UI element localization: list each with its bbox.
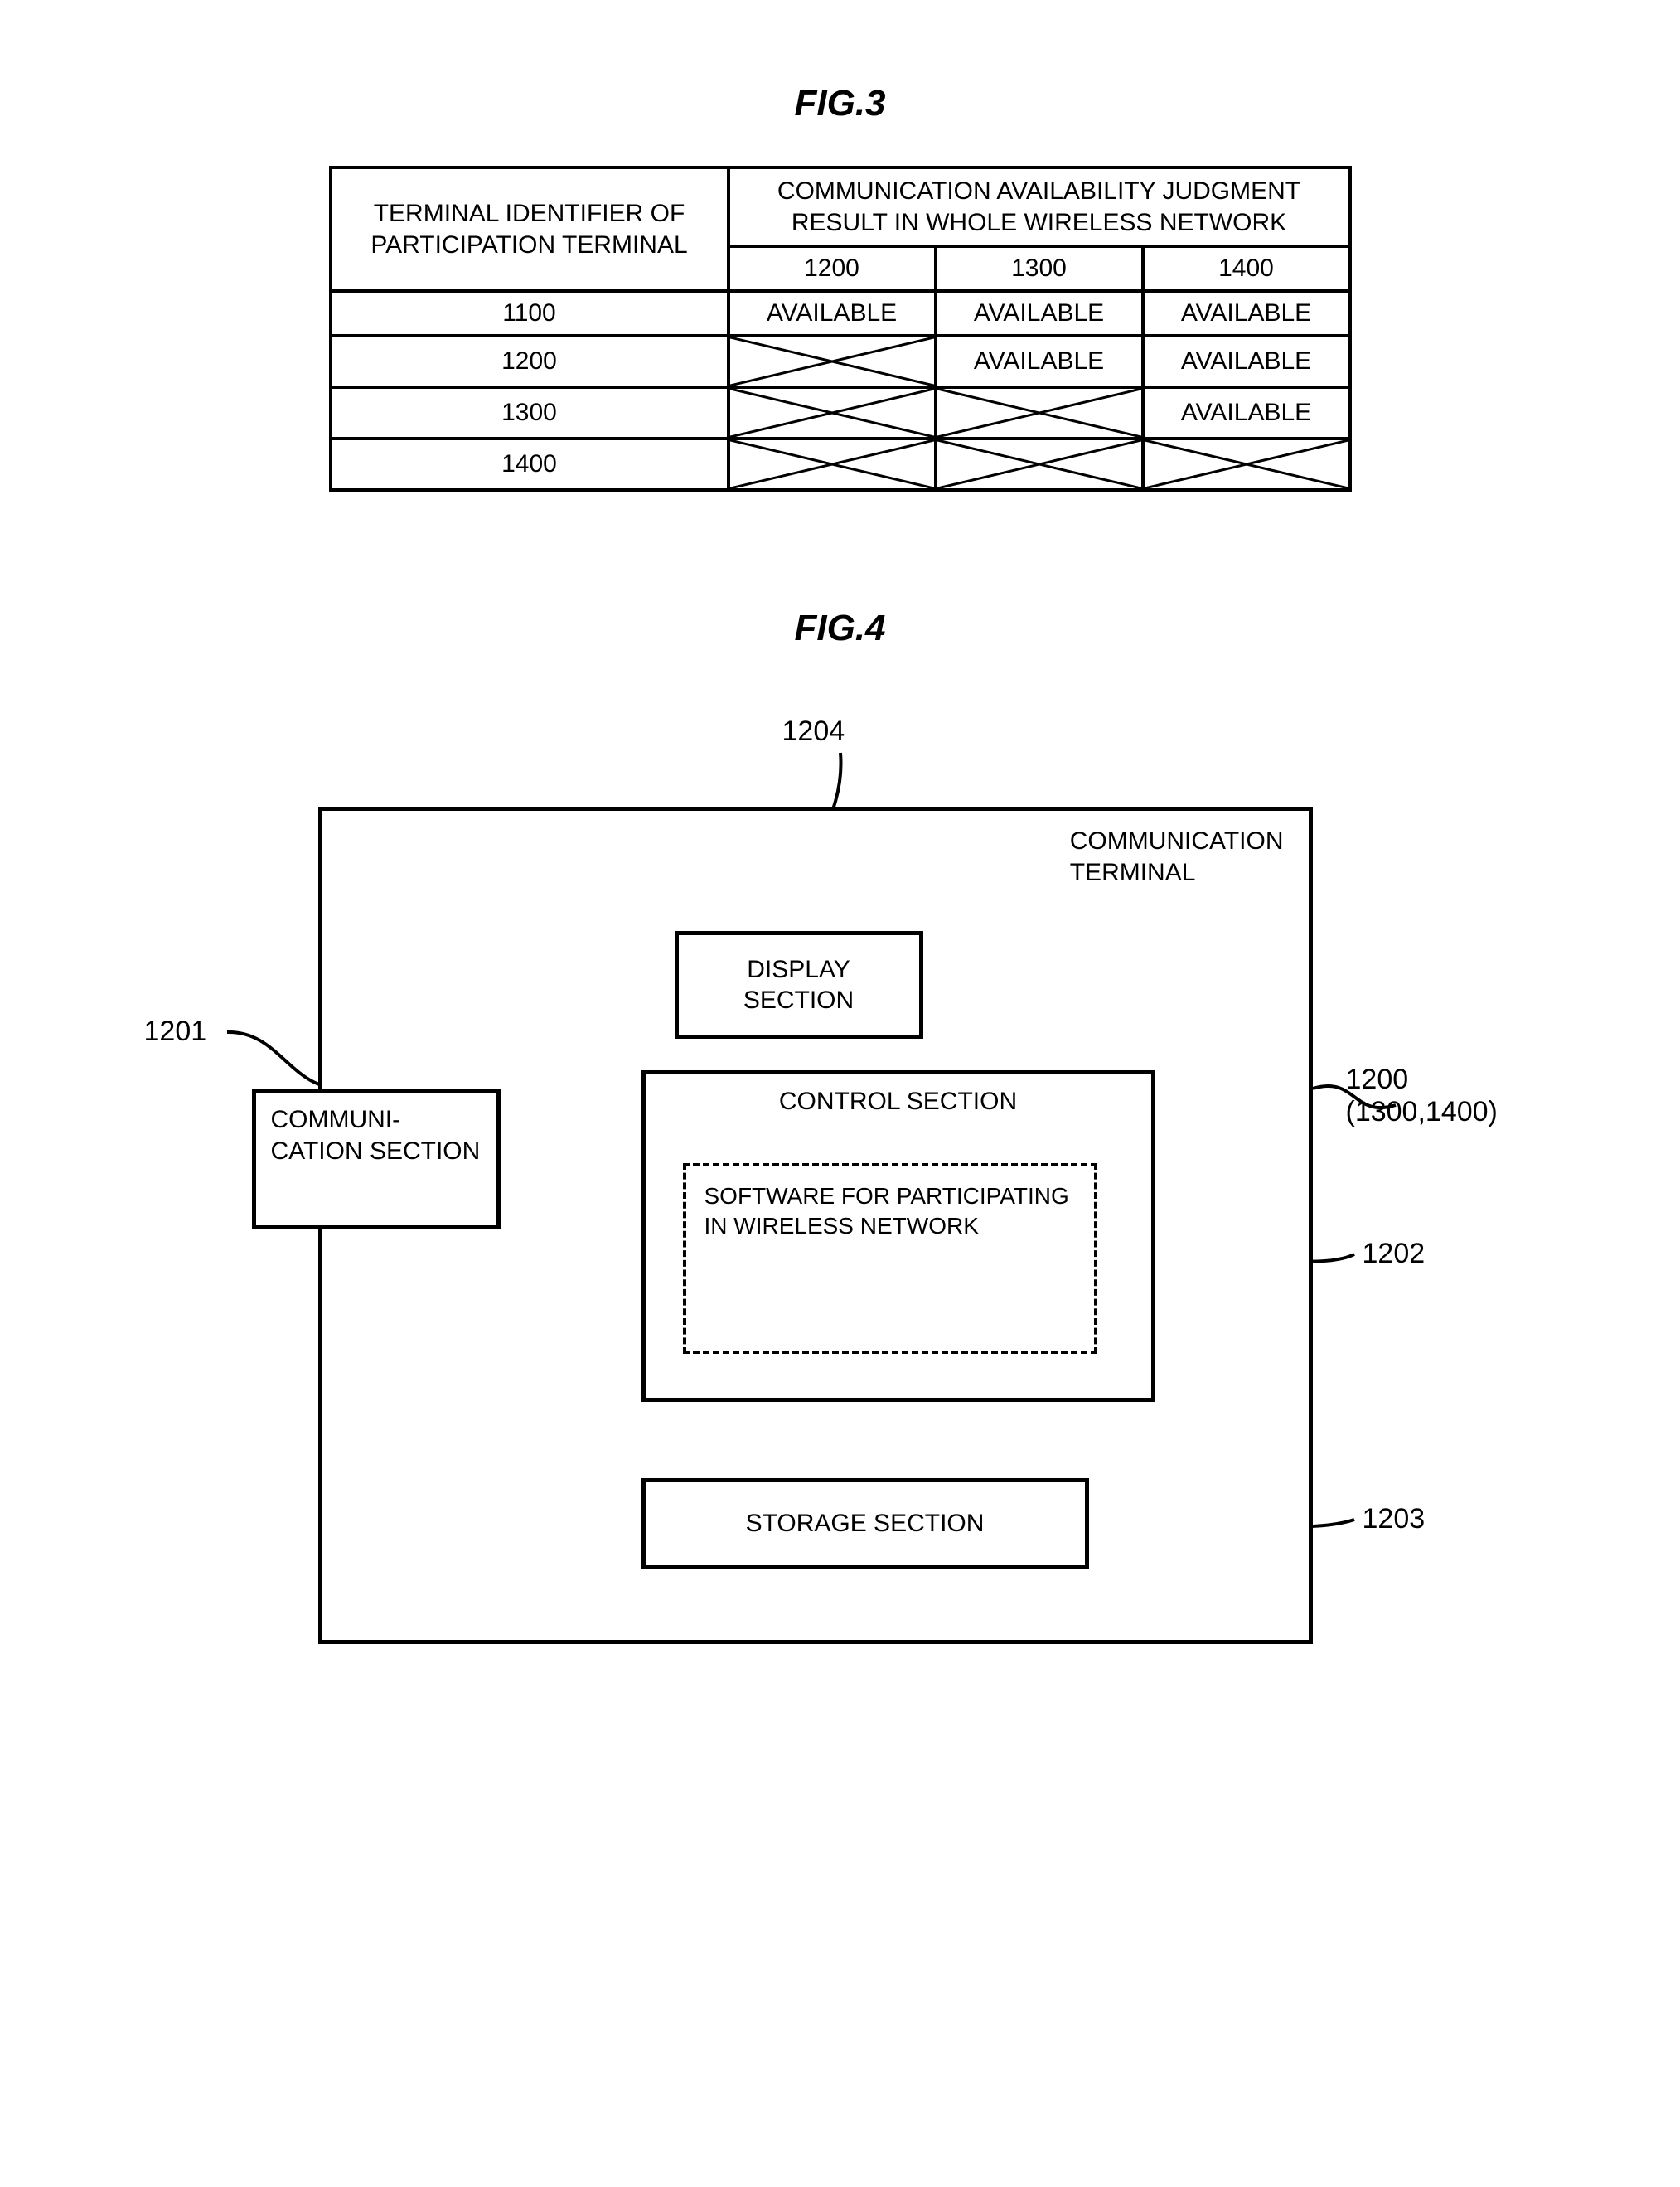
ref-1203: 1203 xyxy=(1363,1503,1426,1535)
table-row: 1300 AVAILABLE xyxy=(331,387,1350,439)
software-box: SOFTWARE FOR PARTICIPATING IN WIRELESS N… xyxy=(683,1163,1097,1354)
fig3-cell-x xyxy=(936,387,1143,439)
fig3-cell-value: AVAILABLE xyxy=(936,336,1143,387)
fig3-table-wrap: TERMINAL IDENTIFIER OF PARTICIPATION TER… xyxy=(33,166,1647,492)
communication-section-label: COMMUNI-CATION SECTION xyxy=(271,1104,481,1166)
fig4-stage: COMMUNICATIONTERMINAL DISPLAYSECTION COMMU… xyxy=(128,691,1553,1685)
storage-section-label: STORAGE SECTION xyxy=(746,1508,985,1540)
fig3-cell-x xyxy=(729,336,936,387)
fig4-title: FIG.4 xyxy=(33,608,1647,649)
ref-1202: 1202 xyxy=(1363,1238,1426,1270)
fig3-cell-value: AVAILABLE xyxy=(1143,291,1350,336)
fig3-row-header: TERMINAL IDENTIFIER OF PARTICIPATION TER… xyxy=(331,167,729,291)
table-row: 1200 AVAILABLEAVAILABLE xyxy=(331,336,1350,387)
ref-1204: 1204 xyxy=(782,715,845,748)
fig3-cell-value: AVAILABLE xyxy=(936,291,1143,336)
fig3-cell-x xyxy=(936,439,1143,490)
fig3-title: FIG.3 xyxy=(33,83,1647,124)
table-row: 1100AVAILABLEAVAILABLEAVAILABLE xyxy=(331,291,1350,336)
fig3-cell-x xyxy=(1143,439,1350,490)
fig3-cell-value: AVAILABLE xyxy=(729,291,936,336)
display-section-box: DISPLAYSECTION xyxy=(675,931,923,1039)
fig3-cell-value: AVAILABLE xyxy=(1143,387,1350,439)
table-row: 1400 xyxy=(331,439,1350,490)
fig3-subcol: 1400 xyxy=(1143,246,1350,291)
fig3-subcol: 1300 xyxy=(936,246,1143,291)
fig3-cell-x xyxy=(729,439,936,490)
fig3-cell-x xyxy=(729,387,936,439)
fig3-group-header: COMMUNICATION AVAILABILITY JUDGMENT RESU… xyxy=(729,167,1350,246)
fig3-row-id: 1100 xyxy=(331,291,729,336)
fig3-cell-value: AVAILABLE xyxy=(1143,336,1350,387)
fig3-table: TERMINAL IDENTIFIER OF PARTICIPATION TER… xyxy=(329,166,1352,492)
communication-terminal-label: COMMUNICATIONTERMINAL xyxy=(1070,826,1284,888)
fig3-row-id: 1400 xyxy=(331,439,729,490)
fig3-subcol: 1200 xyxy=(729,246,936,291)
fig3-row-id: 1300 xyxy=(331,387,729,439)
fig4-wrap: COMMUNICATIONTERMINAL DISPLAYSECTION COMMU… xyxy=(33,691,1647,1685)
communication-section-box: COMMUNI-CATION SECTION xyxy=(252,1089,501,1229)
control-section-label: CONTROL SECTION xyxy=(779,1086,1017,1118)
storage-section-box: STORAGE SECTION xyxy=(641,1478,1089,1569)
fig3-row-id: 1200 xyxy=(331,336,729,387)
ref-1201: 1201 xyxy=(144,1016,207,1048)
software-label: SOFTWARE FOR PARTICIPATING IN WIRELESS N… xyxy=(704,1183,1069,1239)
display-section-label: DISPLAYSECTION xyxy=(743,954,854,1016)
ref-1200: 1200(1300,1400) xyxy=(1346,1064,1498,1128)
